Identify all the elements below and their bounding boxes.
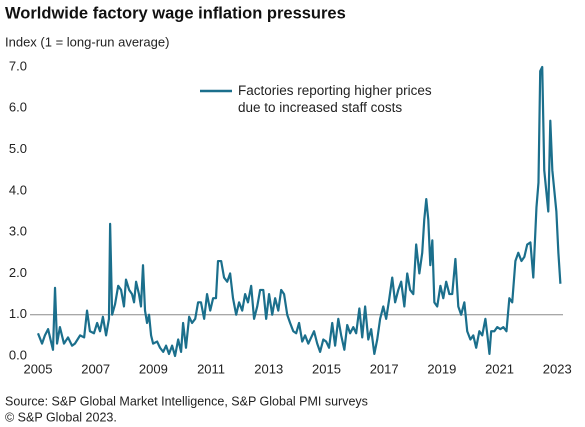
copyright-note: © S&P Global 2023.: [5, 410, 117, 424]
x-tick-label: 2017: [370, 361, 399, 376]
x-tick-label: 2013: [254, 361, 283, 376]
legend-label: Factories reporting higher prices due to…: [238, 83, 432, 115]
x-tick-label: 2007: [81, 361, 110, 376]
x-tick-label: 2015: [312, 361, 341, 376]
x-tick-label: 2009: [139, 361, 168, 376]
y-tick-label: 4.0: [9, 182, 27, 197]
y-tick-label: 3.0: [9, 224, 27, 239]
y-tick-label: 0.0: [9, 347, 27, 362]
y-tick-label: 2.0: [9, 265, 27, 280]
x-tick-label: 2023: [543, 361, 572, 376]
chart-title: Worldwide factory wage inflation pressur…: [5, 4, 346, 22]
x-tick-label: 2011: [197, 361, 225, 376]
data-line: [36, 65, 562, 358]
y-tick-label: 5.0: [9, 141, 27, 156]
x-tick-label: 2021: [485, 361, 514, 376]
y-tick-label: 1.0: [9, 306, 27, 321]
x-tick-label: 2019: [427, 361, 456, 376]
chart-subtitle: Index (1 = long-run average): [5, 34, 169, 49]
y-tick-label: 7.0: [9, 58, 27, 73]
source-note: Source: S&P Global Market Intelligence, …: [5, 394, 368, 408]
y-tick-label: 6.0: [9, 100, 27, 115]
x-tick-label: 2005: [24, 361, 53, 376]
